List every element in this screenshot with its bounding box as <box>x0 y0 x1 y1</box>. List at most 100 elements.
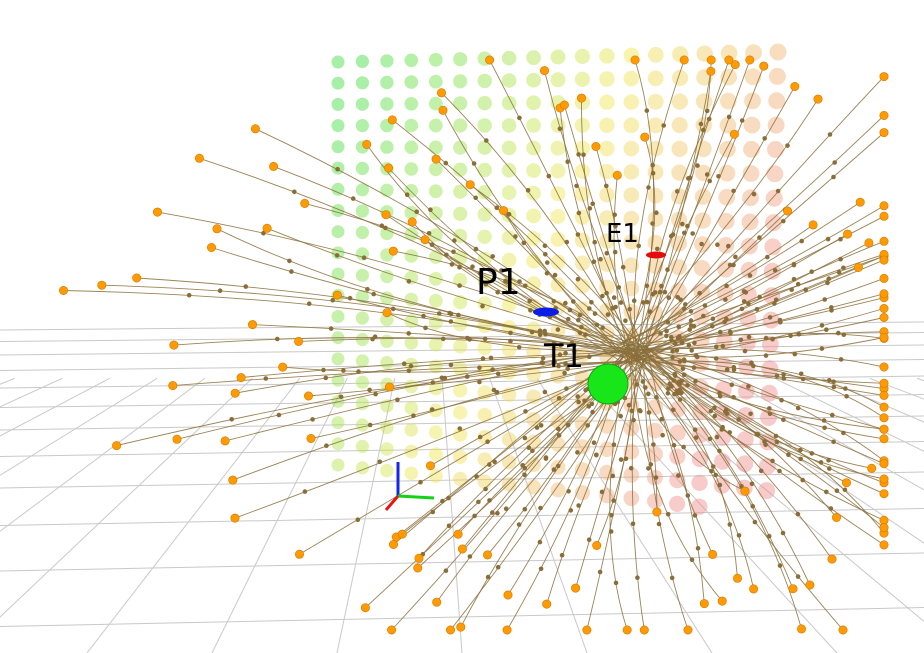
field-point <box>758 482 776 500</box>
field-point <box>599 71 615 87</box>
field-point <box>355 119 369 133</box>
field-point <box>501 185 517 200</box>
trajectory-node <box>781 376 787 381</box>
trajectory-node <box>414 209 420 214</box>
trajectory-node <box>365 287 370 292</box>
field-point <box>526 344 541 359</box>
field-point <box>669 424 686 441</box>
trajectory-path <box>337 294 627 354</box>
trajectory-node <box>712 405 717 411</box>
trajectory-node <box>347 295 353 301</box>
field-point <box>672 69 689 86</box>
field-point <box>736 455 754 473</box>
trajectory-node <box>766 533 772 539</box>
grid-line <box>0 607 924 627</box>
trajectory-node <box>522 435 528 441</box>
field-point <box>404 140 419 155</box>
trajectory-path <box>637 233 848 352</box>
trajectory-node <box>777 468 782 474</box>
trajectory-node <box>552 272 558 278</box>
trajectory-node <box>592 311 598 316</box>
field-point <box>355 375 369 389</box>
trajectory-node <box>538 566 544 572</box>
trajectory-node <box>495 510 500 516</box>
field-point <box>694 212 711 229</box>
trajectory-start <box>168 381 178 391</box>
trajectory-node <box>485 439 490 445</box>
field-point <box>765 189 783 207</box>
trajectory-node <box>371 291 377 297</box>
trajectory-start <box>732 573 742 583</box>
field-point <box>404 97 419 111</box>
field-point <box>719 116 737 134</box>
field-point <box>428 469 443 483</box>
trajectory-node <box>831 379 836 385</box>
trajectory-start <box>706 55 716 65</box>
trajectory-node <box>426 231 432 236</box>
trajectory-path <box>633 350 705 604</box>
field-point <box>404 162 419 176</box>
trajectory-path <box>255 128 639 362</box>
field-point <box>331 204 345 217</box>
trajectory-node <box>656 521 662 527</box>
trajectory-node <box>727 522 733 527</box>
field-point <box>453 184 468 199</box>
trajectory-path <box>621 59 712 348</box>
trajectory-node <box>654 395 659 400</box>
field-point <box>501 252 517 268</box>
trajectory-node <box>495 371 501 377</box>
field-point <box>623 210 640 227</box>
trajectory-node <box>418 479 423 485</box>
field-point <box>526 208 541 224</box>
trajectory-start <box>864 238 874 248</box>
evader-label: E1 <box>606 219 639 249</box>
field-point <box>647 117 664 134</box>
trajectory-start <box>879 332 889 342</box>
trajectory-node <box>565 316 571 322</box>
field-point <box>404 336 419 350</box>
trajectory-start <box>790 82 800 92</box>
trajectory-start <box>387 115 397 125</box>
field-point <box>599 210 615 226</box>
trajectory-node <box>612 249 618 255</box>
trajectory-node <box>612 212 617 217</box>
trajectory-start <box>436 88 446 98</box>
grid-line <box>0 441 924 457</box>
trajectory-start <box>708 549 718 559</box>
trajectory-start <box>576 93 586 103</box>
trajectory-node <box>480 356 486 361</box>
field-point <box>526 140 541 156</box>
trajectory-node <box>676 324 681 330</box>
trajectory-node <box>709 468 714 474</box>
trajectory-node <box>727 329 733 335</box>
trajectory-node <box>610 473 616 479</box>
trajectory-node <box>831 384 837 390</box>
trajectory-node <box>774 373 780 379</box>
trajectory-node <box>448 362 454 368</box>
trajectory-node <box>446 495 451 501</box>
trajectory-node <box>516 522 522 527</box>
trajectory-start <box>805 580 815 590</box>
trajectory-node <box>506 212 512 217</box>
trajectory-node <box>559 552 565 558</box>
trajectory-path <box>581 98 629 354</box>
trajectory-node <box>275 336 280 342</box>
trajectory-node <box>537 539 543 545</box>
field-point <box>736 431 754 448</box>
trajectory-node <box>542 243 548 249</box>
trajectory-node <box>798 456 803 462</box>
field-point <box>599 418 615 434</box>
trajectory-start <box>843 229 853 239</box>
trajectory-node <box>571 299 576 304</box>
trajectory-node <box>483 486 488 492</box>
trajectory-path <box>643 360 689 631</box>
field-point <box>453 273 468 288</box>
trajectory-node <box>590 201 595 207</box>
field-point <box>742 189 759 207</box>
field-point <box>428 425 443 440</box>
field-point <box>691 498 708 515</box>
trajectory-node <box>739 118 745 123</box>
trajectory-node <box>563 300 568 306</box>
trajectory-node <box>646 391 651 397</box>
